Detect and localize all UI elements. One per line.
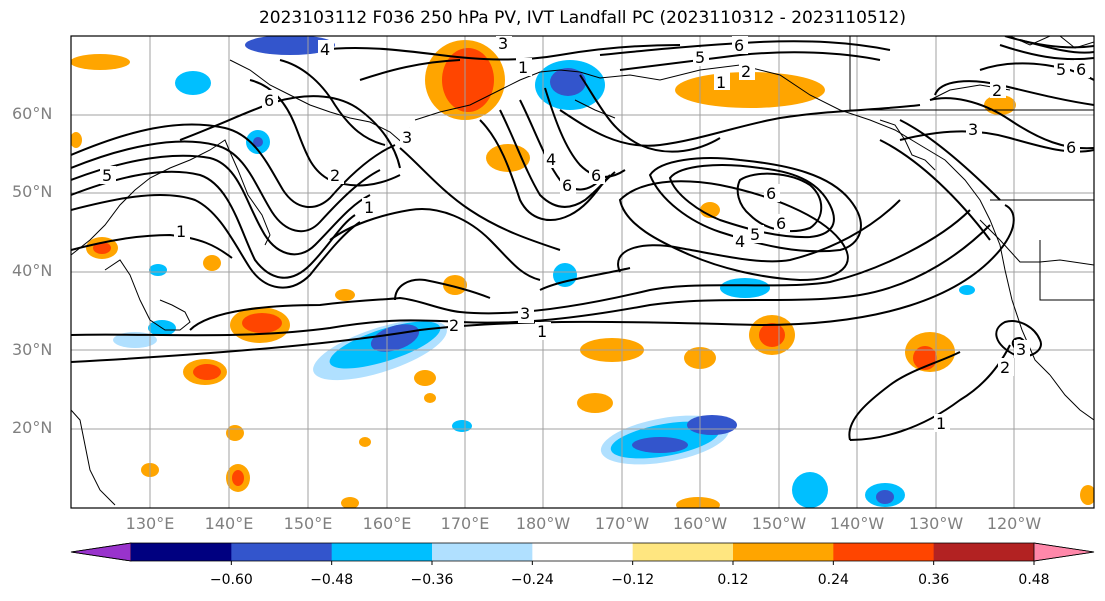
contour-label: 4 xyxy=(320,40,330,59)
colorbar-segment xyxy=(933,543,1035,561)
lon-label: 170°W xyxy=(594,514,650,533)
lat-label: 20°N xyxy=(12,418,53,437)
contour-label: 2 xyxy=(449,316,459,335)
contour-label: 2 xyxy=(330,166,340,185)
shaded-anomaly-regions xyxy=(71,36,1094,508)
colorbar-segment xyxy=(632,543,734,561)
colorbar-segment xyxy=(131,543,232,561)
lon-label: 130°W xyxy=(908,514,964,533)
contour-label: 3 xyxy=(520,304,530,323)
contour-label: 6 xyxy=(264,91,274,110)
lon-label: 180°W xyxy=(515,514,571,533)
contour-label: 4 xyxy=(546,150,556,169)
ivt-contours xyxy=(71,36,1094,441)
colorbar-extend-low xyxy=(70,542,132,562)
colorbar-segment xyxy=(432,543,533,561)
colorbar-segment xyxy=(532,543,634,561)
contour-label: 2 xyxy=(1000,358,1010,377)
contour-label-group: 2 3 1 1 2 6 5 3 2 5 6 6 5 1 6 4 2 1 3 xyxy=(100,34,1090,433)
contour-label: 1 xyxy=(518,58,528,77)
colorbar-segment xyxy=(231,543,333,561)
contour-label: 3 xyxy=(402,128,412,147)
colorbar-tick-label: −0.60 xyxy=(209,572,253,588)
lat-label: 40°N xyxy=(12,261,53,280)
contour-label: 6 xyxy=(734,36,744,55)
contour-label: 3 xyxy=(968,120,978,139)
colorbar-tick-label: 0.48 xyxy=(1018,572,1050,588)
contour-label: 6 xyxy=(562,176,572,195)
lon-label: 140°E xyxy=(204,514,254,533)
colorbar-extend-high xyxy=(1033,542,1095,562)
contour-label: 6 xyxy=(591,166,601,185)
contour-label: 5 xyxy=(695,48,705,67)
colorbar-tick-label: 0.36 xyxy=(918,572,950,588)
contour-label: 5 xyxy=(750,225,760,244)
colorbar-tick-label: −0.12 xyxy=(611,572,655,588)
lon-label: 140°W xyxy=(829,514,885,533)
lon-label: 130°E xyxy=(125,514,175,533)
contour-label: 1 xyxy=(936,414,946,433)
lon-label: 160°W xyxy=(672,514,728,533)
map-title: 2023103112 F036 250 hPa PV, IVT Landfall… xyxy=(258,8,906,28)
colorbar-outline xyxy=(70,542,1095,562)
colorbar-segment xyxy=(833,543,935,561)
contour-label: 1 xyxy=(716,73,726,92)
contour-label: 6 xyxy=(766,184,776,203)
contour-label: 6 xyxy=(1076,60,1086,79)
contour-label: 3 xyxy=(1016,340,1026,359)
contour-label: 1 xyxy=(537,322,547,341)
lon-label: 120°W xyxy=(986,514,1042,533)
contour-label: 2 xyxy=(741,62,751,81)
lon-label: 160°E xyxy=(362,514,412,533)
lat-label: 30°N xyxy=(12,340,53,359)
contour-label: 6 xyxy=(776,214,786,233)
colorbar-tick-label: −0.24 xyxy=(510,572,554,588)
map-frame xyxy=(70,35,1095,509)
contour-label: 4 xyxy=(735,232,745,251)
colorbar-segment xyxy=(733,543,834,561)
contour-label: 1 xyxy=(364,198,374,217)
contour-label: 5 xyxy=(102,166,112,185)
colorbar-tick-label: 0.12 xyxy=(717,572,749,588)
contour-label: 6 xyxy=(1066,138,1076,157)
colorbar-tick-label: −0.48 xyxy=(310,572,354,588)
lon-label: 170°E xyxy=(440,514,490,533)
lat-label: 50°N xyxy=(12,182,53,201)
colorbar-tick-label: −0.36 xyxy=(410,572,454,588)
contour-label: 5 xyxy=(1056,60,1066,79)
colorbar xyxy=(70,542,1095,565)
contour-label: 2 xyxy=(992,81,1002,100)
lon-label: 150°W xyxy=(751,514,807,533)
contour-label: 3 xyxy=(498,34,508,53)
lat-label: 60°N xyxy=(12,104,53,123)
colorbar-tick-label: 0.24 xyxy=(817,572,849,588)
contour-label: 1 xyxy=(176,222,186,241)
colorbar-segment xyxy=(331,543,433,561)
lon-label: 150°E xyxy=(283,514,333,533)
